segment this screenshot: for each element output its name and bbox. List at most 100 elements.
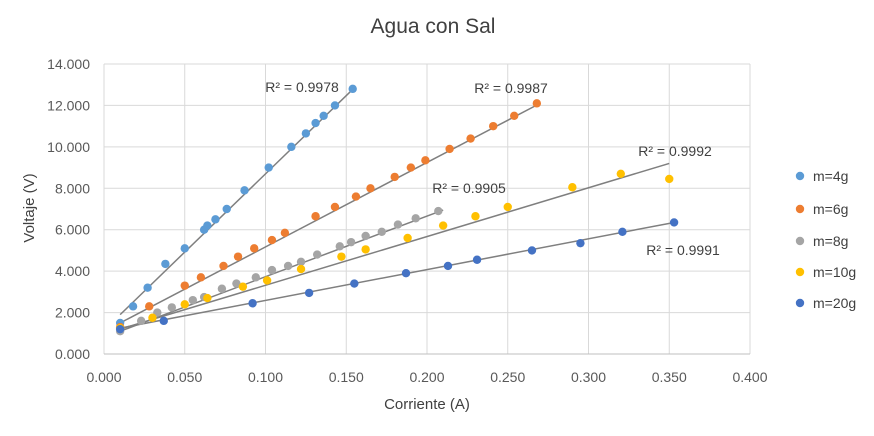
data-point-m=20g bbox=[443, 261, 453, 271]
y-tick-label: 2.000 bbox=[55, 305, 90, 321]
data-point-m=4g bbox=[319, 111, 328, 120]
data-point-m=10g bbox=[471, 212, 480, 221]
data-point-m=6g bbox=[445, 144, 454, 154]
data-point-m=4g bbox=[240, 186, 249, 195]
data-point-m=20g bbox=[248, 299, 257, 308]
data-point-m=10g bbox=[616, 169, 625, 178]
data-point-m=8g bbox=[232, 279, 241, 288]
x-tick-label: 0.400 bbox=[732, 369, 767, 385]
grid-layer bbox=[103, 63, 751, 355]
data-point-m=10g bbox=[337, 252, 346, 261]
data-point-m=10g bbox=[238, 282, 248, 291]
x-tick-label: 0.050 bbox=[167, 369, 202, 385]
data-point-m=20g bbox=[576, 238, 585, 248]
data-point-m=8g bbox=[136, 316, 146, 326]
data-point-m=6g bbox=[330, 202, 340, 212]
data-point-m=8g bbox=[251, 273, 261, 282]
x-tick-label: 0.000 bbox=[86, 369, 121, 385]
data-point-m=4g bbox=[348, 84, 357, 94]
data-point-m=10g bbox=[438, 221, 448, 230]
x-tick-label: 0.350 bbox=[652, 369, 687, 385]
data-point-m=6g bbox=[366, 184, 375, 193]
data-point-m=20g bbox=[527, 246, 537, 255]
data-point-m=4g bbox=[143, 283, 152, 292]
legend: m=4g m=6g m=8g m=10g m=20g bbox=[795, 168, 856, 311]
data-point-m=6g bbox=[390, 172, 399, 182]
data-point-m=20g bbox=[304, 288, 314, 298]
legend-marker-m=8g bbox=[795, 236, 805, 246]
data-point-m=6g bbox=[532, 99, 542, 108]
axis-layer: 0.000 0.050 0.100 0.150 0.200 0.250 0.300 0.350… bbox=[47, 56, 768, 385]
data-point-m=6g bbox=[196, 273, 206, 282]
y-tick-label: 4.000 bbox=[55, 263, 90, 279]
data-point-m=4g bbox=[128, 302, 138, 311]
legend-label: m=6g bbox=[813, 201, 848, 217]
data-point-m=6g bbox=[311, 212, 320, 221]
data-point-m=4g bbox=[330, 101, 340, 110]
x-tick-label: 0.200 bbox=[409, 369, 444, 385]
r2-label-m=4g: R² = 0.9978 bbox=[265, 79, 339, 95]
data-point-m=4g bbox=[203, 221, 212, 230]
data-point-m=10g bbox=[503, 202, 512, 212]
y-tick-label: 14.000 bbox=[47, 56, 90, 72]
r2-label-m=6g: R² = 0.9987 bbox=[474, 80, 548, 96]
trendline-m=8g bbox=[119, 209, 444, 332]
legend-marker-m=6g bbox=[795, 204, 805, 214]
x-tick-label: 0.100 bbox=[248, 369, 283, 385]
data-point-m=8g bbox=[434, 206, 443, 216]
data-point-m=6g bbox=[351, 192, 361, 201]
data-point-m=10g bbox=[568, 183, 577, 192]
data-point-layer bbox=[115, 84, 679, 336]
data-point-m=6g bbox=[466, 134, 475, 143]
legend-label: m=8g bbox=[813, 233, 848, 249]
data-point-m=8g bbox=[312, 250, 322, 259]
data-point-m=6g bbox=[421, 156, 430, 165]
y-tick-label: 8.000 bbox=[55, 180, 90, 196]
data-point-m=8g bbox=[346, 237, 356, 247]
data-point-m=10g bbox=[665, 174, 674, 184]
data-point-m=6g bbox=[145, 302, 154, 311]
legend-label: m=10g bbox=[813, 264, 856, 280]
data-point-m=10g bbox=[148, 313, 157, 322]
legend-marker-m=10g bbox=[795, 267, 805, 277]
data-point-m=4g bbox=[161, 259, 170, 269]
y-tick-label: 12.000 bbox=[47, 97, 90, 113]
data-point-m=20g bbox=[618, 227, 627, 236]
data-point-m=4g bbox=[287, 142, 296, 152]
data-point-m=8g bbox=[283, 261, 293, 271]
data-point-m=8g bbox=[167, 303, 177, 312]
x-tick-label: 0.150 bbox=[329, 369, 364, 385]
x-tick-label: 0.250 bbox=[490, 369, 525, 385]
data-point-m=4g bbox=[301, 129, 311, 138]
y-tick-label: 6.000 bbox=[55, 222, 90, 238]
data-point-m=20g bbox=[350, 279, 359, 288]
trendline-m=10g bbox=[119, 162, 670, 330]
r2-label-m=8g: R² = 0.9992 bbox=[638, 143, 712, 159]
data-point-m=6g bbox=[510, 111, 519, 120]
data-point-m=8g bbox=[296, 257, 306, 267]
data-point-m=20g bbox=[401, 269, 411, 278]
r2-label-m=20g: R² = 0.9991 bbox=[646, 242, 720, 258]
data-point-m=6g bbox=[489, 121, 498, 131]
data-point-m=4g bbox=[211, 215, 220, 224]
data-point-m=6g bbox=[249, 244, 259, 253]
data-point-m=20g bbox=[115, 324, 125, 334]
data-point-m=8g bbox=[361, 231, 370, 241]
data-point-m=10g bbox=[361, 245, 370, 254]
y-axis-title: Voltaje (V) bbox=[21, 173, 38, 242]
data-point-m=20g bbox=[159, 316, 168, 326]
data-point-m=6g bbox=[406, 163, 416, 172]
data-point-m=10g bbox=[203, 293, 212, 303]
data-point-m=8g bbox=[267, 265, 277, 275]
data-point-m=6g bbox=[180, 281, 189, 290]
data-point-m=6g bbox=[267, 235, 277, 245]
data-point-m=10g bbox=[403, 233, 412, 243]
data-point-m=10g bbox=[180, 300, 189, 309]
data-point-m=4g bbox=[264, 163, 273, 172]
legend-marker-m=4g bbox=[795, 171, 805, 181]
data-point-m=4g bbox=[311, 118, 320, 128]
data-point-m=20g bbox=[472, 255, 482, 264]
y-tick-label: 0.000 bbox=[55, 346, 90, 362]
